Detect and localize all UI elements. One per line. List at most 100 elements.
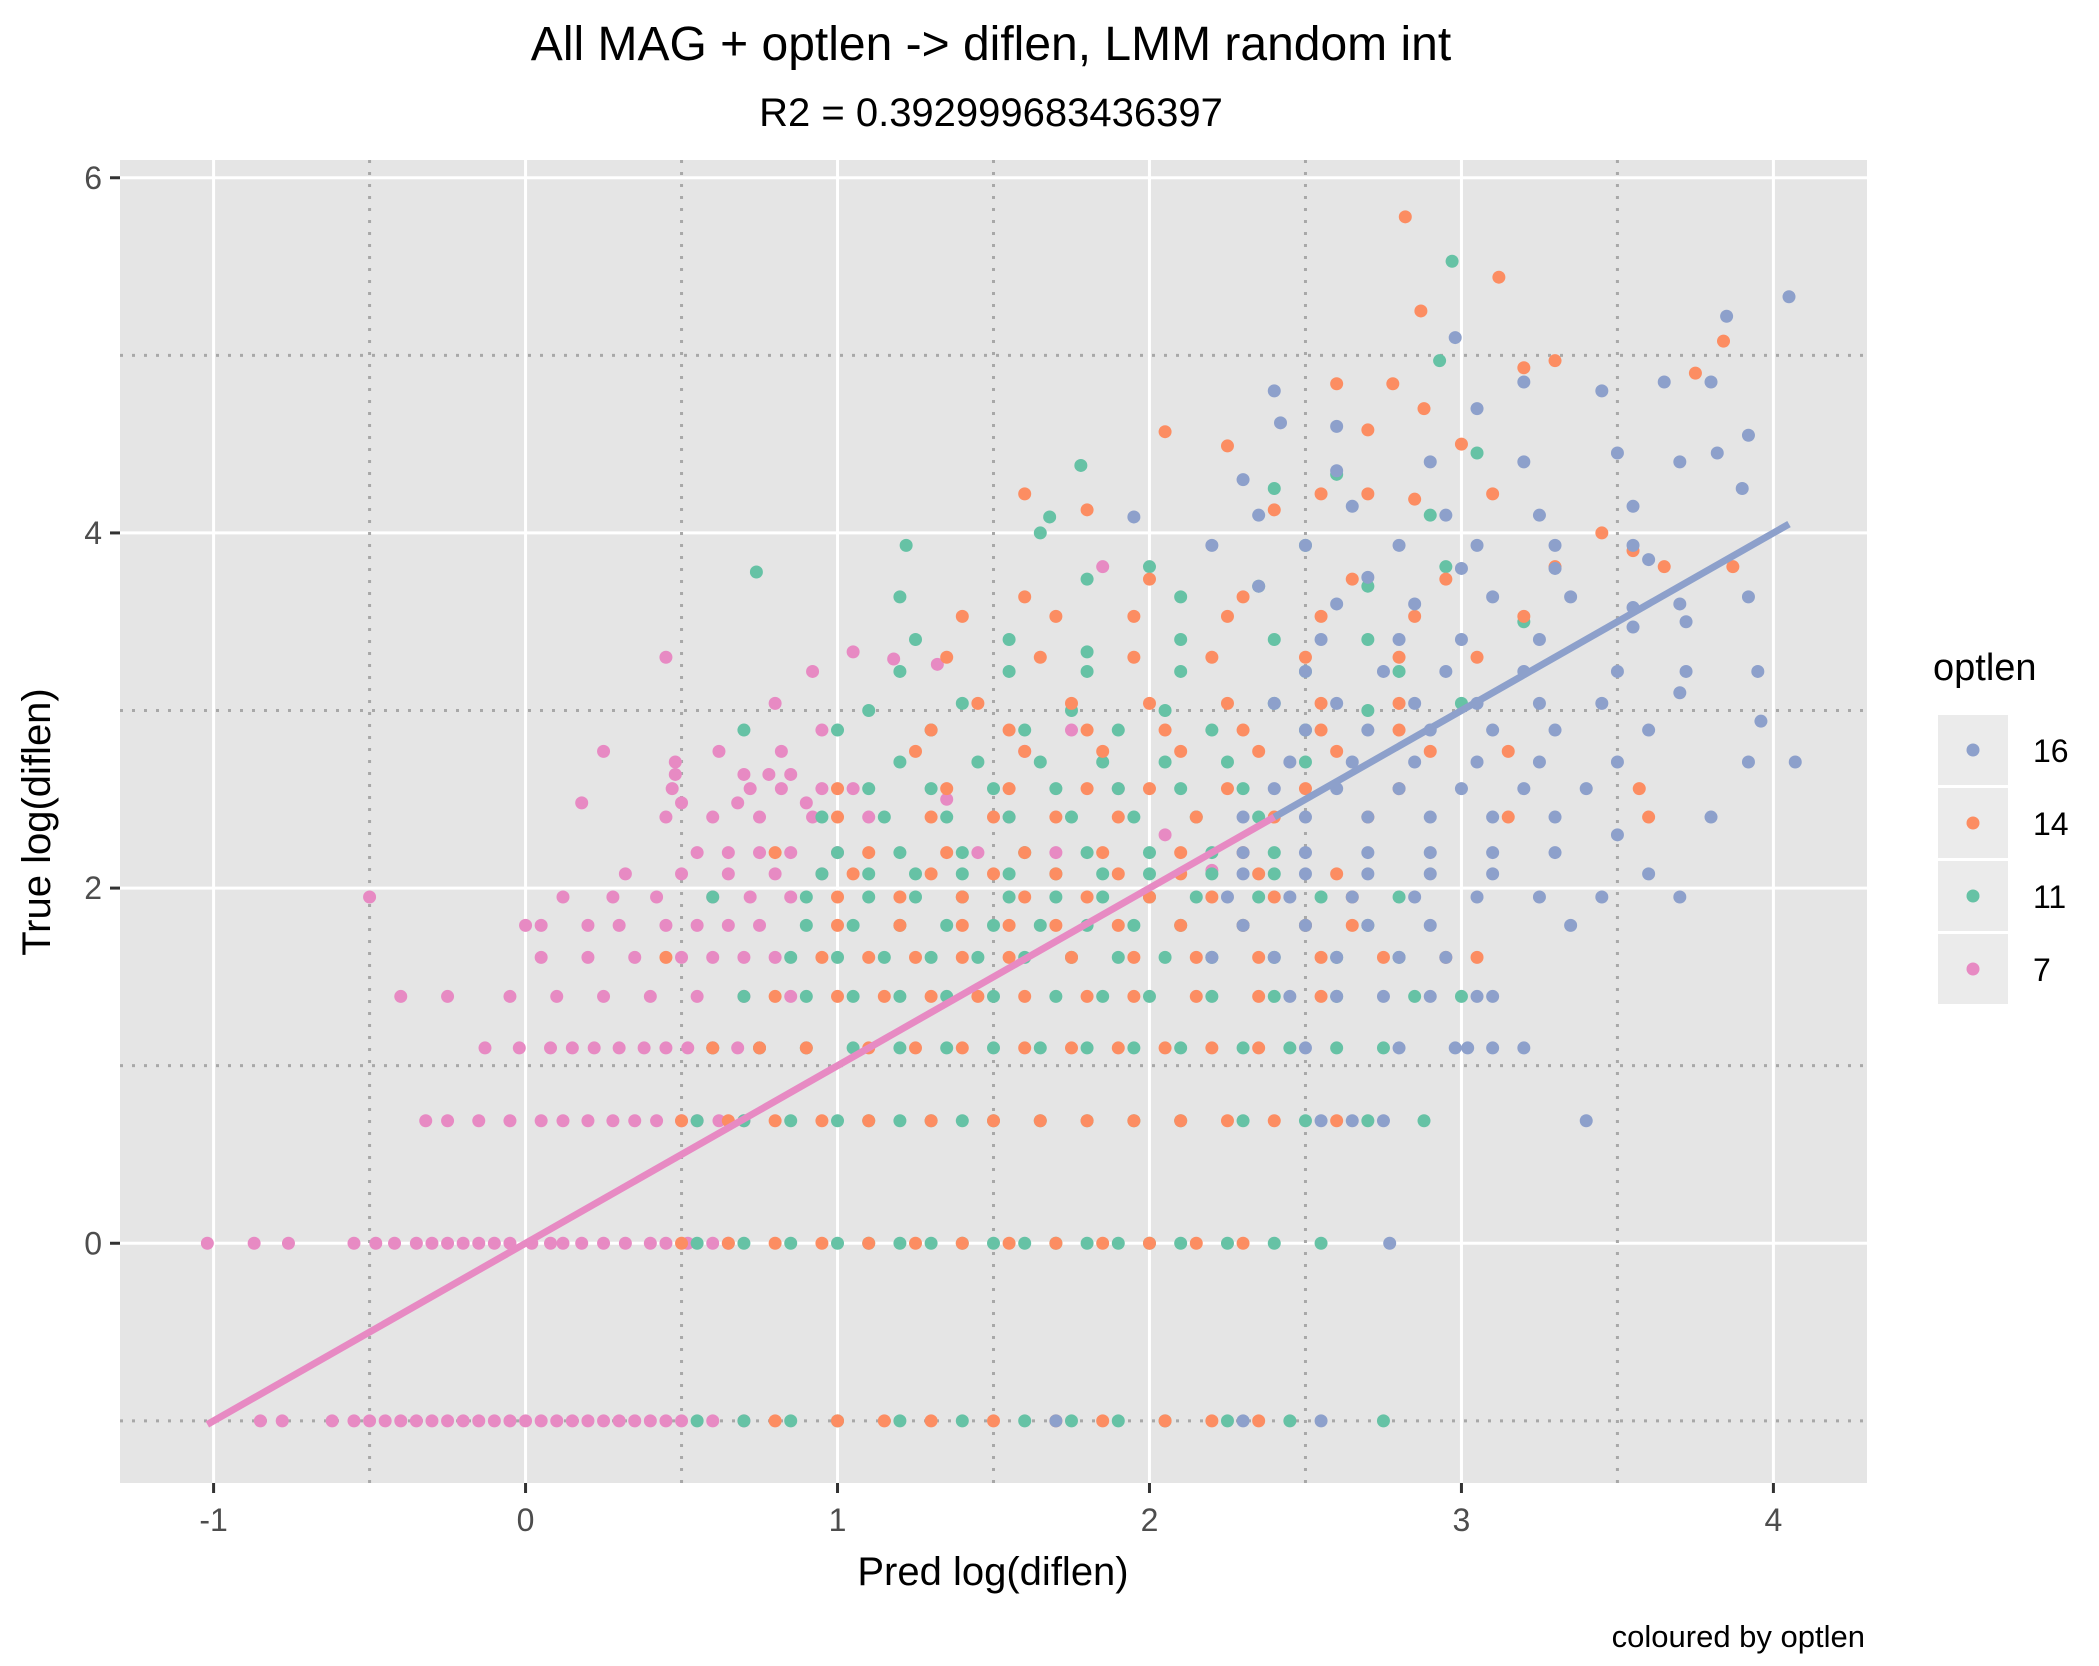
data-point <box>1610 755 1624 769</box>
data-point <box>1205 989 1219 1003</box>
x-tick-label: 3 <box>1453 1502 1471 1538</box>
data-point <box>1720 309 1734 323</box>
data-point <box>909 1236 923 1250</box>
data-point <box>1189 890 1203 904</box>
data-point <box>753 1041 767 1055</box>
data-point <box>762 767 776 781</box>
data-point <box>806 664 820 678</box>
data-point <box>1252 1041 1266 1055</box>
data-point <box>1548 810 1562 824</box>
data-point <box>1236 918 1250 932</box>
data-point <box>1361 423 1375 437</box>
data-point <box>1080 645 1094 659</box>
data-point <box>706 810 720 824</box>
data-point <box>1002 810 1016 824</box>
data-point <box>1741 428 1755 442</box>
data-point <box>1267 1114 1281 1128</box>
data-point <box>1267 782 1281 796</box>
data-point <box>1220 439 1234 453</box>
data-point <box>1710 446 1724 460</box>
data-point <box>1751 664 1765 678</box>
data-point <box>1408 696 1422 710</box>
data-point <box>388 1236 402 1250</box>
data-point <box>1423 810 1437 824</box>
data-point <box>987 1041 1000 1055</box>
data-point <box>1423 744 1437 758</box>
data-point <box>1298 723 1312 737</box>
data-point <box>1002 723 1016 737</box>
data-point <box>737 989 751 1003</box>
data-point <box>1252 989 1266 1003</box>
data-point <box>893 664 907 678</box>
data-point <box>768 989 782 1003</box>
data-point <box>1673 455 1687 469</box>
data-point <box>706 1414 720 1428</box>
data-point <box>1673 686 1687 700</box>
data-point <box>618 867 632 881</box>
data-point <box>690 1414 704 1428</box>
legend-label: 7 <box>2033 952 2051 988</box>
data-point <box>1361 723 1375 737</box>
data-point <box>1517 609 1531 623</box>
data-point <box>1610 446 1624 460</box>
data-point <box>565 1041 579 1055</box>
data-point <box>1049 846 1063 860</box>
data-point <box>955 1414 969 1428</box>
data-point <box>1220 1414 1234 1428</box>
legend-symbol <box>1966 962 1980 976</box>
data-point <box>1392 538 1406 552</box>
data-point <box>1704 375 1718 389</box>
data-point <box>1267 696 1281 710</box>
data-point <box>1220 782 1234 796</box>
data-point <box>784 1414 798 1428</box>
data-point <box>846 782 860 796</box>
data-point <box>1392 890 1406 904</box>
data-point <box>877 810 891 824</box>
data-point <box>1142 572 1156 586</box>
data-point <box>1267 632 1281 646</box>
data-point <box>1486 989 1500 1003</box>
data-point <box>1330 867 1344 881</box>
data-point <box>612 1041 626 1055</box>
data-point <box>1439 572 1453 586</box>
data-point <box>1018 846 1032 860</box>
data-point <box>1642 810 1656 824</box>
data-point <box>1283 989 1297 1003</box>
y-tick-label: 4 <box>84 515 102 551</box>
data-point <box>1673 597 1687 611</box>
data-point <box>1392 723 1406 737</box>
data-point <box>675 1114 689 1128</box>
data-point <box>721 846 735 860</box>
data-point <box>1189 810 1203 824</box>
data-point <box>753 918 767 932</box>
data-point <box>909 890 923 904</box>
data-point <box>784 950 798 964</box>
data-point <box>1330 597 1344 611</box>
data-point <box>1220 755 1234 769</box>
data-point <box>831 1414 845 1428</box>
data-point <box>731 796 745 810</box>
data-point <box>1548 561 1562 575</box>
data-point <box>1018 590 1032 604</box>
data-point <box>1454 632 1468 646</box>
data-point <box>1392 664 1406 678</box>
data-point <box>831 723 845 737</box>
data-point <box>1236 782 1250 796</box>
data-point <box>1470 950 1484 964</box>
data-point <box>1267 846 1281 860</box>
series-7 <box>200 560 1219 1428</box>
data-point <box>456 1414 470 1428</box>
data-point <box>706 950 720 964</box>
data-point <box>924 950 938 964</box>
data-point <box>1361 1114 1375 1128</box>
data-point <box>409 1236 423 1250</box>
legend-label: 14 <box>2033 806 2069 842</box>
data-point <box>1376 950 1390 964</box>
data-point <box>753 810 767 824</box>
data-point <box>394 989 408 1003</box>
data-point <box>1330 1114 1344 1128</box>
data-point <box>1043 510 1057 524</box>
data-point <box>1330 464 1344 478</box>
data-point <box>1579 782 1593 796</box>
data-point <box>831 846 845 860</box>
